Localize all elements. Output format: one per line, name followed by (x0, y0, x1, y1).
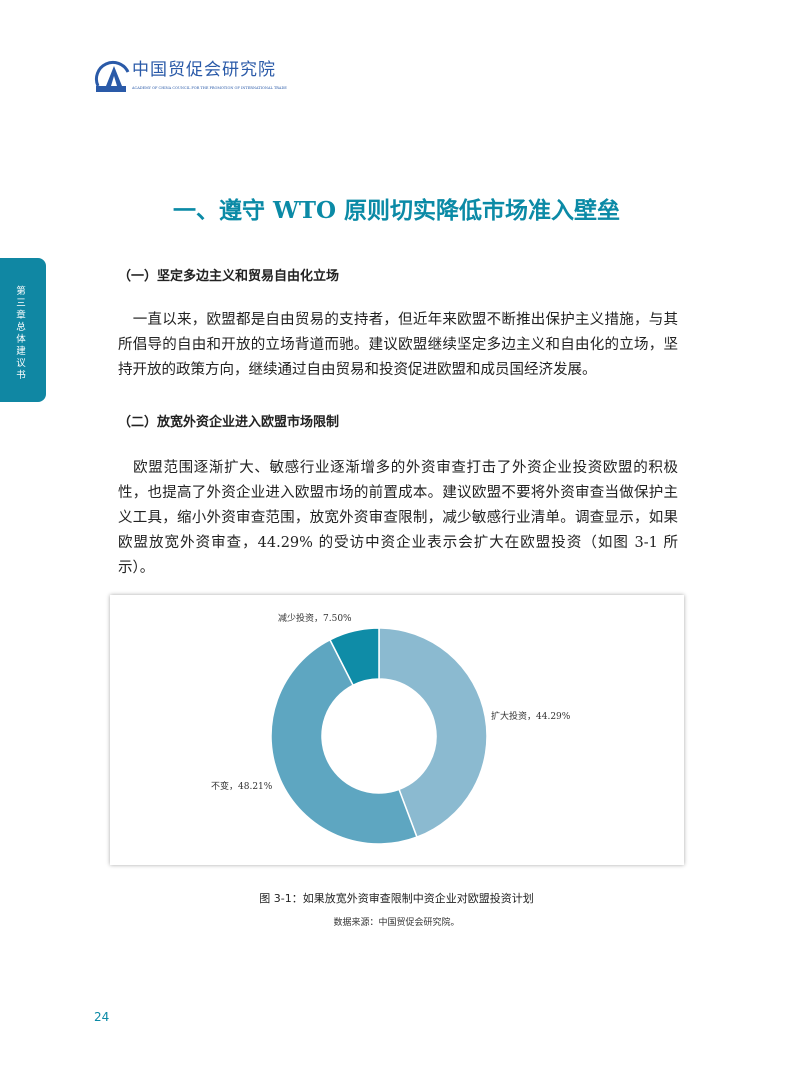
subheading-2: （二）放宽外资企业进入欧盟市场限制 (118, 415, 340, 430)
figure-caption: 图 3-1：如果放宽外资审查限制中资企业对欧盟投资计划 (259, 892, 534, 905)
subheading-1: （一）坚定多边主义和贸易自由化立场 (118, 269, 340, 284)
page-number: 24 (94, 1010, 110, 1024)
chapter-tab (0, 258, 46, 402)
section-title: 一、遵守 WTO 原则切实降低市场准入壁垒 (173, 197, 620, 224)
donut-slice-0 (378, 627, 488, 839)
donut-slice-2 (328, 627, 380, 687)
chart-container: 扩大投资，44.29% 不变，48.21% 减少投资，7.50% (110, 595, 684, 865)
paragraph-2: 欧盟范围逐渐扩大、敏感行业逐渐增多的外资审查打击了外资企业投资欧盟的积极性，也提… (118, 460, 678, 576)
donut-chart (270, 627, 488, 845)
paragraph-1: 一直以来，欧盟都是自由贸易的支持者，但近年来欧盟不断推出保护主义措施，与其所倡导… (118, 312, 678, 378)
donut-slice-1 (270, 638, 418, 845)
label-expand: 扩大投资，44.29% (491, 712, 571, 722)
figure-source: 数据来源：中国贸促会研究院。 (333, 918, 460, 928)
label-unchanged: 不变，48.21% (211, 782, 273, 792)
logo-chinese-name: 中国贸促会研究院 (132, 60, 276, 80)
chapter-tab-label: 第三章 总体建议书 (16, 286, 35, 381)
logo: 中国贸促会研究院 ACADEMY OF CHINA COUNCIL FOR TH… (94, 60, 354, 96)
logo-english-name: ACADEMY OF CHINA COUNCIL FOR THE PROMOTI… (132, 86, 287, 90)
ccpit-logo-icon (94, 60, 130, 92)
label-reduce: 减少投资，7.50% (278, 614, 352, 624)
